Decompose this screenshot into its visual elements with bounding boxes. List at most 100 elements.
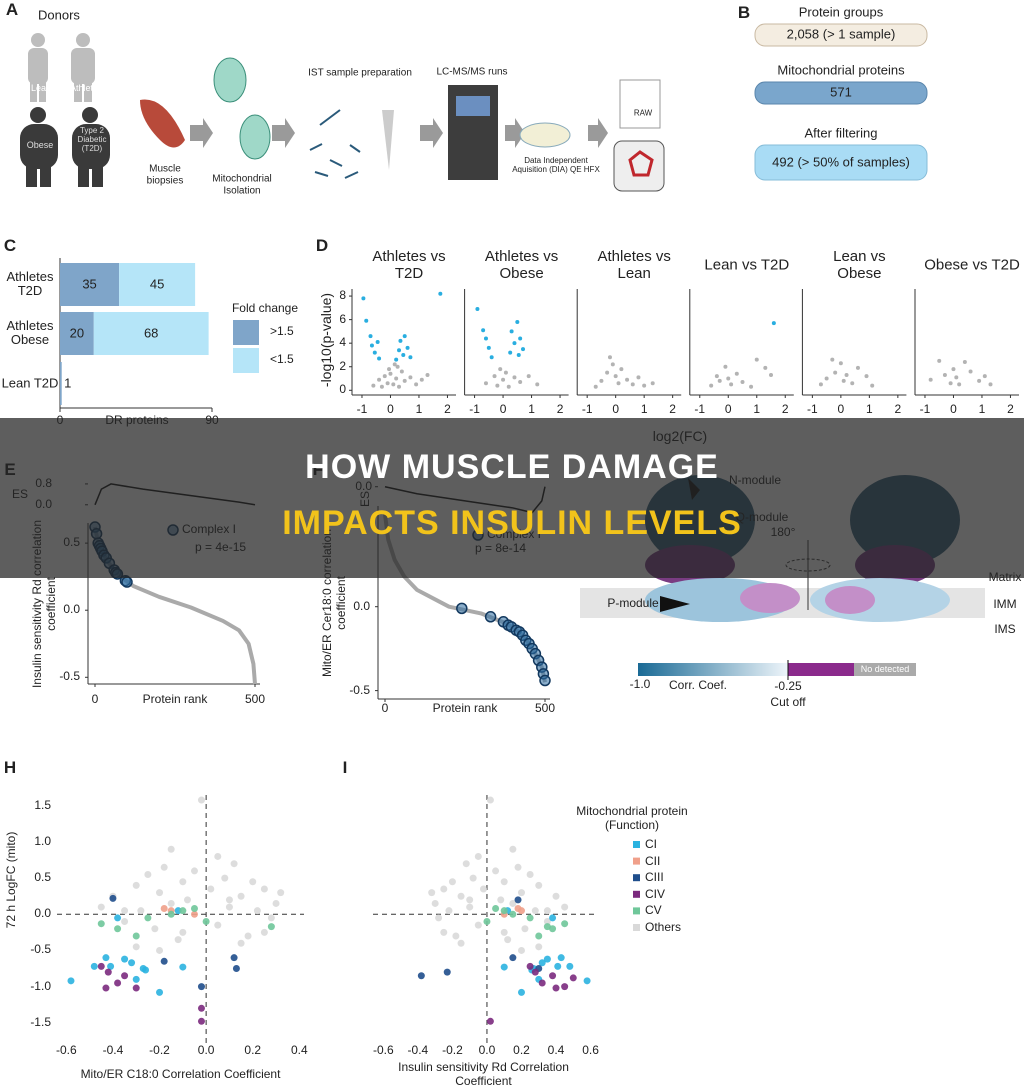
- plot-title: Lean vs Obese: [833, 247, 886, 282]
- axis-title: Mito/ER C18:0 Correlation Coefficient: [80, 1067, 281, 1082]
- point: [160, 863, 168, 871]
- x-tick-label: -1: [581, 402, 593, 417]
- workflow-arrows: [190, 118, 608, 148]
- label: IST sample preparation: [308, 67, 412, 79]
- y-tick-label: 1.5: [34, 797, 51, 812]
- point: [197, 796, 205, 804]
- step-title: After filtering: [804, 125, 878, 141]
- donor-icons-dark: [20, 107, 110, 187]
- value-label: 68: [143, 325, 159, 341]
- point: [121, 972, 129, 980]
- y-tick-label: 4: [339, 335, 346, 350]
- x-tick-label: -1: [694, 402, 706, 417]
- point: [500, 928, 508, 936]
- point: [232, 965, 240, 973]
- point: [197, 1004, 205, 1012]
- label: Data Independent Aquisition (DIA) QE HFX: [512, 155, 600, 174]
- point: [492, 374, 497, 379]
- point: [549, 914, 557, 922]
- point: [244, 932, 252, 940]
- point: [457, 939, 465, 947]
- label: -0.25: [774, 679, 802, 694]
- point: [486, 796, 494, 804]
- point: [977, 378, 982, 383]
- point: [214, 852, 222, 860]
- label: No detected: [860, 663, 910, 674]
- value-label: 20: [69, 325, 85, 341]
- point: [267, 914, 275, 922]
- point: [717, 378, 722, 383]
- point: [377, 356, 382, 361]
- point: [144, 914, 152, 922]
- point: [734, 371, 739, 376]
- x-tick-label: 0.2: [513, 1043, 530, 1058]
- legend-label: CIII: [645, 870, 664, 885]
- x-tick-label: 1: [978, 402, 986, 417]
- step-value: 571: [830, 84, 852, 100]
- axis-title: Protein rank: [142, 692, 208, 707]
- x-tick-label: -1: [807, 402, 818, 417]
- x-tick-label: 2: [1007, 402, 1014, 417]
- y-tick-label: 2: [339, 358, 346, 373]
- colorbar: [638, 663, 788, 676]
- point: [769, 372, 774, 377]
- point: [419, 377, 424, 382]
- point: [132, 943, 140, 951]
- y-tick-label: 0.5: [34, 870, 51, 885]
- y-tick-label: -0.5: [59, 669, 80, 684]
- point: [521, 347, 526, 352]
- point: [230, 860, 238, 868]
- point: [405, 345, 410, 350]
- step-box: [754, 144, 928, 181]
- point: [397, 384, 402, 389]
- point: [714, 374, 719, 379]
- point: [650, 381, 655, 386]
- point: [144, 871, 152, 879]
- label: Mitochondrial Isolation: [212, 173, 272, 197]
- legend-swatch: [633, 907, 640, 915]
- label: Corr. Coef.: [668, 678, 728, 693]
- point: [549, 972, 557, 980]
- plot-title: Athletes vs Obese: [484, 247, 559, 282]
- point: [225, 903, 233, 911]
- axis-title: 72 h LogFC (mito): [4, 831, 19, 929]
- point: [517, 988, 525, 996]
- step-value: 492 (> 50% of samples): [772, 154, 910, 170]
- point: [855, 365, 860, 370]
- y-tick-label: 0: [339, 382, 346, 397]
- point: [500, 963, 508, 971]
- point: [518, 380, 523, 385]
- point: [771, 321, 776, 326]
- legend-label: Others: [645, 920, 682, 935]
- label: IMM: [993, 597, 1017, 612]
- point: [179, 907, 187, 915]
- point: [870, 383, 875, 388]
- point: [230, 954, 238, 962]
- legend-swatch: [233, 320, 259, 345]
- point: [554, 962, 562, 970]
- x-tick-label: 0: [837, 402, 845, 417]
- step-title: Protein groups: [798, 4, 884, 20]
- point: [452, 932, 460, 940]
- point: [630, 382, 635, 387]
- label: LC-MS/MS runs: [436, 66, 508, 78]
- point: [948, 381, 953, 386]
- point: [121, 907, 129, 915]
- point: [474, 852, 482, 860]
- x-tick-label: 1: [753, 402, 761, 417]
- x-tick-label: -0.4: [407, 1043, 429, 1058]
- point: [500, 878, 508, 886]
- x-tick-label: 0: [950, 402, 957, 417]
- point: [391, 382, 396, 387]
- legend-title: Mitochondrial protein (Function): [576, 804, 688, 832]
- legend-swatch: [633, 857, 640, 865]
- step-box: [754, 81, 928, 105]
- point: [156, 889, 164, 897]
- plot-title: Lean vs T2D: [704, 256, 790, 274]
- highlight-point: [121, 576, 133, 588]
- point: [763, 365, 768, 370]
- app-icon: [628, 150, 654, 177]
- x-tick-label: 0.0: [478, 1043, 496, 1058]
- point: [543, 918, 551, 926]
- legend-label: CV: [645, 903, 662, 918]
